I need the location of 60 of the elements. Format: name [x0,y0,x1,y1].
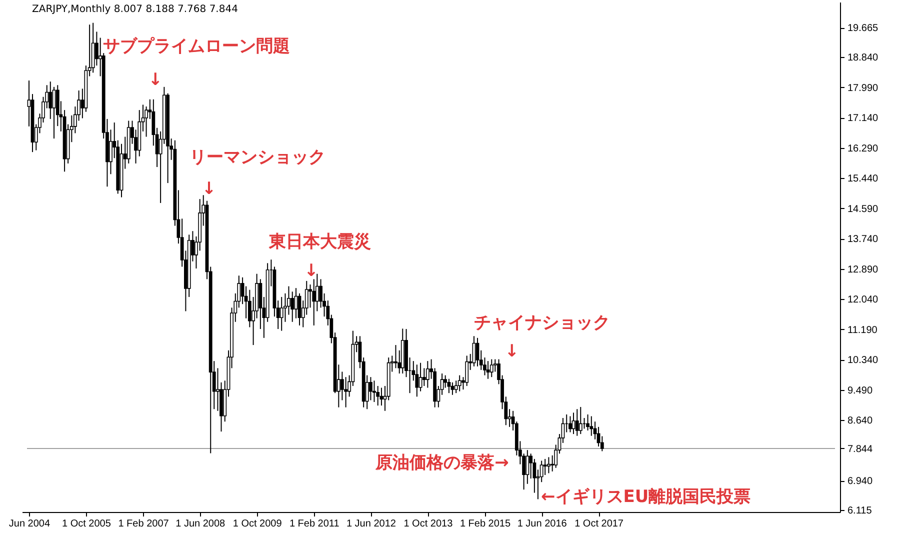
y-tick-label: 19.665 [848,23,879,34]
y-tick-label: 6.115 [848,506,872,517]
candlestick [568,416,572,433]
annotation: 原油価格の暴落→ [374,452,509,473]
y-tick-label: 15.440 [848,174,879,185]
x-tick-label: 1 Oct 2017 [574,518,624,530]
y-tick-label: 17.140 [848,113,879,124]
x-tick-label: 1 Jun 2012 [346,518,396,530]
x-tick-label: 1 Jun 2008 [176,518,226,530]
x-tick-label: 1 Feb 2015 [460,518,511,530]
chart-title: ZARJPY,Monthly 8.007 8.188 7.768 7.844 [32,4,238,15]
x-tick-label: 1 Oct 2013 [404,518,454,530]
annotation: サブプライムローン問題 [102,36,290,56]
y-tick-label: 9.490 [848,385,873,396]
annotation: 東日本大震災 [268,232,371,252]
candlestick [450,382,454,396]
candlestick [280,296,284,332]
x-tick-label: 1 Jun 2016 [517,518,568,530]
candlestick [590,416,594,436]
candlestick [458,374,462,392]
candlestick [422,368,426,386]
candlestick [575,408,579,436]
x-tick-label: Jun 2004 [8,518,50,530]
x-tick-label: 1 Feb 2011 [289,518,340,530]
candlestick [418,362,422,392]
y-tick-label: 10.340 [848,355,879,366]
x-tick-label: 1 Feb 2007 [118,518,170,530]
candlestick [312,278,316,326]
candlestick [543,458,547,476]
y-tick-label: 6.940 [848,476,873,488]
annotation: リーマンショック [190,148,326,168]
candlestick [526,450,530,484]
x-tick-label: 1 Oct 2009 [232,518,282,530]
candlestick [547,456,550,474]
candlestick [372,380,376,402]
annotation: ↓ [202,179,216,200]
candlestick [578,406,582,435]
candlestick [486,360,490,380]
candlestick [426,360,430,388]
annotation: ↓ [148,70,163,90]
candlestick [48,81,52,120]
candlestick [369,376,372,401]
y-tick-label: 7.844 [848,444,873,455]
y-tick-label: 8.640 [848,416,873,427]
x-tick-label: 1 Oct 2005 [62,518,112,530]
y-tick-label: 14.590 [848,204,879,215]
annotation: ←イギリスEU離脱国民投票 [541,487,751,508]
candlestick [490,358,494,378]
y-tick-label: 13.740 [848,234,879,246]
candlestick [415,364,419,398]
y-tick-label: 18.840 [848,52,879,64]
y-tick-label: 16.290 [848,143,879,154]
annotation: ↓ [304,260,318,281]
annotation: ↓ [504,342,519,362]
y-tick-label: 17.990 [848,82,879,94]
y-tick-label: 12.890 [848,264,879,276]
y-tick-label: 11.190 [848,324,878,336]
annotation: チャイナショック [474,312,610,333]
candlestick [465,355,469,386]
y-tick-label: 12.040 [848,294,879,306]
